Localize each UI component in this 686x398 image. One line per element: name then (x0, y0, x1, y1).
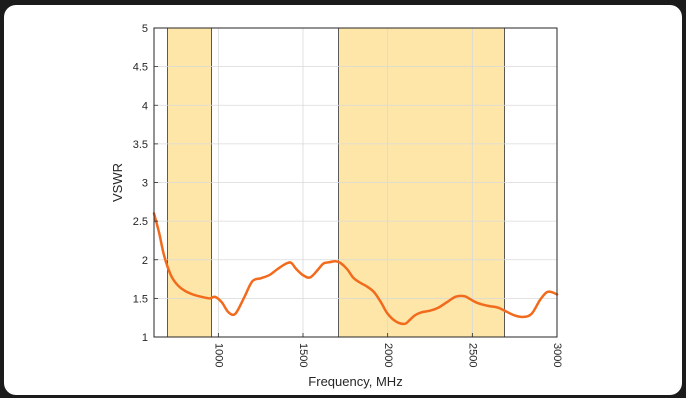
vswr-chart: 1000 1500 2000 2500 3000 1 1.5 2 2.5 3 3.5 4 4.5 5 Fr… (110, 23, 563, 389)
vswr-series-line (152, 212, 559, 326)
y-tick-label: 1.5 (133, 293, 148, 305)
x-tick-label: 2000 (382, 343, 394, 367)
y-tick-label: 1 (142, 332, 148, 344)
y-tick-label: 3.5 (133, 139, 148, 151)
y-tick-label: 2.5 (133, 216, 148, 228)
x-tick-label: 2500 (466, 343, 478, 367)
y-tick-label: 4.5 (133, 62, 148, 74)
x-tick-label: 3000 (551, 343, 563, 367)
x-axis-label: Frequency, MHz (308, 374, 402, 389)
chart-frame: 1000 1500 2000 2500 3000 1 1.5 2 2.5 3 3.5 4 4.5 5 Fr… (4, 5, 682, 395)
y-tick-label: 2 (142, 255, 148, 267)
x-tick-label: 1000 (212, 343, 224, 367)
y-tick-label: 3 (142, 178, 148, 190)
y-tick-label: 4 (142, 100, 148, 112)
x-tick-label: 1500 (297, 343, 309, 367)
y-tick-label: 5 (142, 23, 148, 35)
y-axis-label: VSWR (110, 163, 125, 202)
